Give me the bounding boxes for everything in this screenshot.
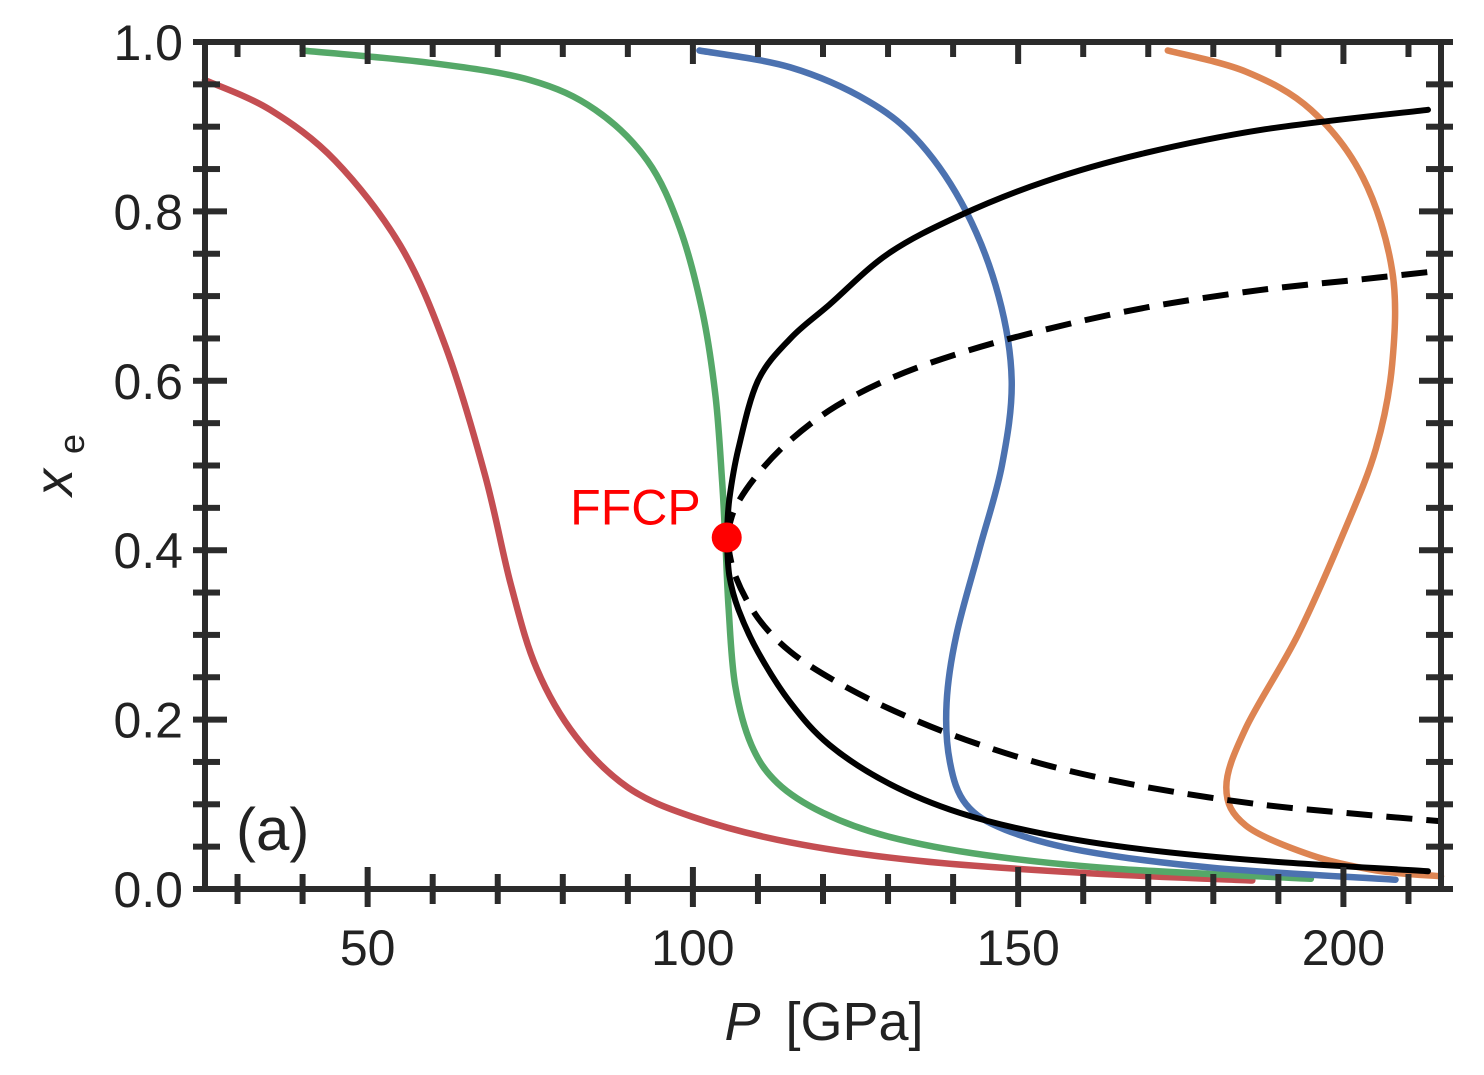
series-layer xyxy=(201,47,1445,884)
x-tick-label-2: 150 xyxy=(976,920,1059,976)
series-line-4 xyxy=(723,106,1431,541)
ffcp-label: FFCP xyxy=(570,479,701,535)
y-axis-title: x e xyxy=(24,434,92,499)
x-tick-label-3: 200 xyxy=(1302,920,1385,976)
ticks-layer xyxy=(193,39,1453,907)
y-tick-label-3: 0.6 xyxy=(113,354,183,410)
series-line-6 xyxy=(723,267,1442,539)
marker-layer: FFCP xyxy=(570,479,742,553)
y-tick-label-1: 0.2 xyxy=(113,693,183,749)
y-axis-subscript: e xyxy=(51,434,92,454)
series-line-0 xyxy=(201,76,1256,884)
series-line-1 xyxy=(299,47,1315,883)
y-tick-label-5: 1.0 xyxy=(113,15,183,71)
x-axis-symbol: P xyxy=(724,992,760,1052)
panel-label: (a) xyxy=(236,796,309,863)
ffcp-marker xyxy=(711,522,742,553)
series-line-2 xyxy=(696,47,1399,883)
x-axis-title: P [GPa] xyxy=(724,992,923,1052)
series-line-3 xyxy=(1164,47,1445,880)
x-tick-label-1: 100 xyxy=(651,920,734,976)
y-tick-label-0: 0.0 xyxy=(113,862,183,918)
y-tick-label-4: 0.8 xyxy=(113,184,183,240)
labels-layer: 50 100 150 200 0.0 0.2 0.4 0.6 0.8 1.0 xyxy=(113,15,1385,976)
series-line-5 xyxy=(723,534,1431,875)
axes-frame xyxy=(202,39,1444,892)
y-axis-base: x xyxy=(24,467,84,499)
x-axis-unit: [GPa] xyxy=(785,992,923,1052)
x-tick-label-0: 50 xyxy=(340,920,396,976)
y-tick-label-2: 0.4 xyxy=(113,523,183,579)
series-line-7 xyxy=(723,536,1442,825)
plot-frame xyxy=(202,39,1444,892)
